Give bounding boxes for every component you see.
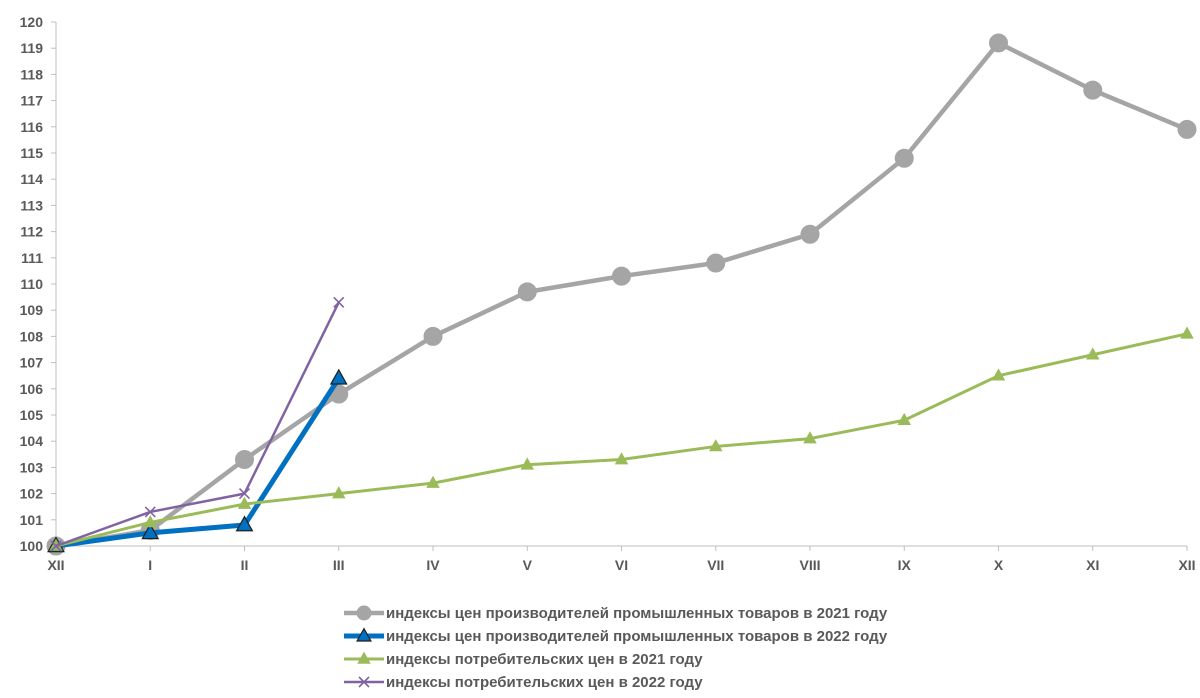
x-tick-label: III: [333, 557, 345, 573]
legend-label: индексы цен производителей промышленных …: [386, 628, 888, 645]
series-1-point: [1177, 119, 1197, 139]
y-tick-label: 110: [20, 276, 43, 292]
y-tick-label: 106: [20, 381, 44, 397]
y-tick-label: 108: [20, 328, 44, 344]
series-1-line: [53, 40, 1190, 549]
series-3-point: [897, 412, 912, 426]
x-tick-label: XII: [47, 557, 64, 573]
series-3-point: [143, 515, 158, 528]
series-1-point: [989, 33, 1008, 53]
y-tick-label: 101: [20, 512, 44, 528]
x-tick-label: IV: [426, 557, 440, 573]
series-1-point: [1083, 80, 1103, 100]
y-tick-label: 103: [20, 459, 44, 475]
series-1-point: [517, 282, 537, 302]
series-3-point: [1085, 347, 1100, 360]
series-3-point: [237, 496, 252, 509]
x-tick-label: X: [994, 557, 1004, 573]
legend-entry-2: индексы цен производителей промышленных …: [344, 627, 888, 645]
series-1-point: [612, 266, 631, 286]
y-tick-label: 119: [20, 40, 43, 56]
series-layer: [46, 33, 1197, 556]
x-axis-tick-labels: XII I II III IV V VI VII VIII IX X XI XII: [47, 557, 1195, 573]
axes: [51, 21, 1188, 551]
legend-swatch-marker: [358, 676, 370, 688]
series-2-line: [53, 375, 342, 549]
legend-label: индексы потребительских цен в 2022 году: [386, 674, 703, 691]
y-tick-label: 114: [20, 171, 43, 187]
series-3-point: [426, 475, 440, 488]
series-4-point: [238, 488, 251, 500]
series-3-point: [331, 486, 346, 499]
series-3-point: [708, 439, 723, 452]
y-tick-label: 109: [20, 302, 44, 318]
x-tick-label: V: [523, 557, 533, 573]
y-axis-tick-labels: 100 101 102 103 104 105 106 107 108 109 110 111 112 1…: [20, 14, 44, 554]
legend-entry-1: индексы цен производителей промышленных …: [344, 605, 888, 622]
series-4-point: [144, 506, 156, 518]
y-tick-label: 116: [20, 119, 43, 135]
series-3-point: [803, 431, 817, 444]
series-3-point: [520, 457, 535, 470]
series-3: [49, 326, 1194, 551]
legend-entry-3: индексы потребительских цен в 2021 году: [344, 651, 703, 668]
legend-swatch-marker: [356, 605, 372, 621]
x-tick-label: XI: [1086, 557, 1099, 573]
y-tick-label: 112: [20, 224, 43, 240]
y-tick-label: 105: [20, 407, 44, 423]
x-tick-label: II: [241, 557, 249, 573]
y-tick-label: 100: [20, 538, 44, 554]
series-2-point: [141, 523, 160, 540]
series-4-line: [54, 301, 340, 548]
legend-swatch-marker: [357, 651, 371, 664]
legend-label: индексы цен производителей промышленных …: [386, 605, 888, 622]
series-3-point: [614, 452, 629, 465]
y-tick-label: 104: [20, 433, 44, 449]
series-4: [50, 296, 345, 552]
legend-label: индексы потребительских цен в 2021 году: [386, 651, 703, 668]
series-3-line: [54, 332, 1189, 548]
x-tick-label: VI: [615, 557, 628, 573]
y-tick-label: 111: [21, 250, 43, 266]
series-1-point: [706, 253, 726, 273]
y-tick-label: 118: [20, 66, 43, 82]
y-tick-label: 113: [20, 197, 43, 213]
series-2-point: [329, 368, 348, 385]
series-3-point: [991, 368, 1006, 381]
series-2: [47, 368, 348, 553]
series-1-point: [800, 224, 820, 244]
series-1-point: [235, 450, 254, 470]
legend-swatch-marker: [356, 627, 372, 642]
y-tick-label: 115: [20, 145, 43, 161]
y-tick-label: 120: [20, 14, 44, 30]
x-tick-label: I: [148, 557, 152, 573]
series-1-point: [894, 148, 914, 168]
x-tick-label: IX: [898, 557, 912, 573]
y-tick-label: 117: [20, 93, 43, 109]
series-3-point: [1180, 326, 1194, 339]
series-1-point: [423, 326, 443, 346]
series-4-point: [50, 540, 62, 552]
series-2-point: [235, 515, 254, 532]
x-tick-label: VII: [707, 557, 724, 573]
series-1: [46, 33, 1197, 556]
legend-entry-4: индексы потребительских цен в 2022 году: [344, 674, 703, 691]
x-tick-label: XII: [1178, 557, 1195, 573]
y-tick-label: 102: [20, 486, 44, 502]
series-4-point: [333, 296, 345, 308]
x-tick-label: VIII: [799, 557, 820, 573]
y-tick-label: 107: [20, 355, 44, 371]
legend: индексы цен производителей промышленных …: [344, 605, 888, 691]
